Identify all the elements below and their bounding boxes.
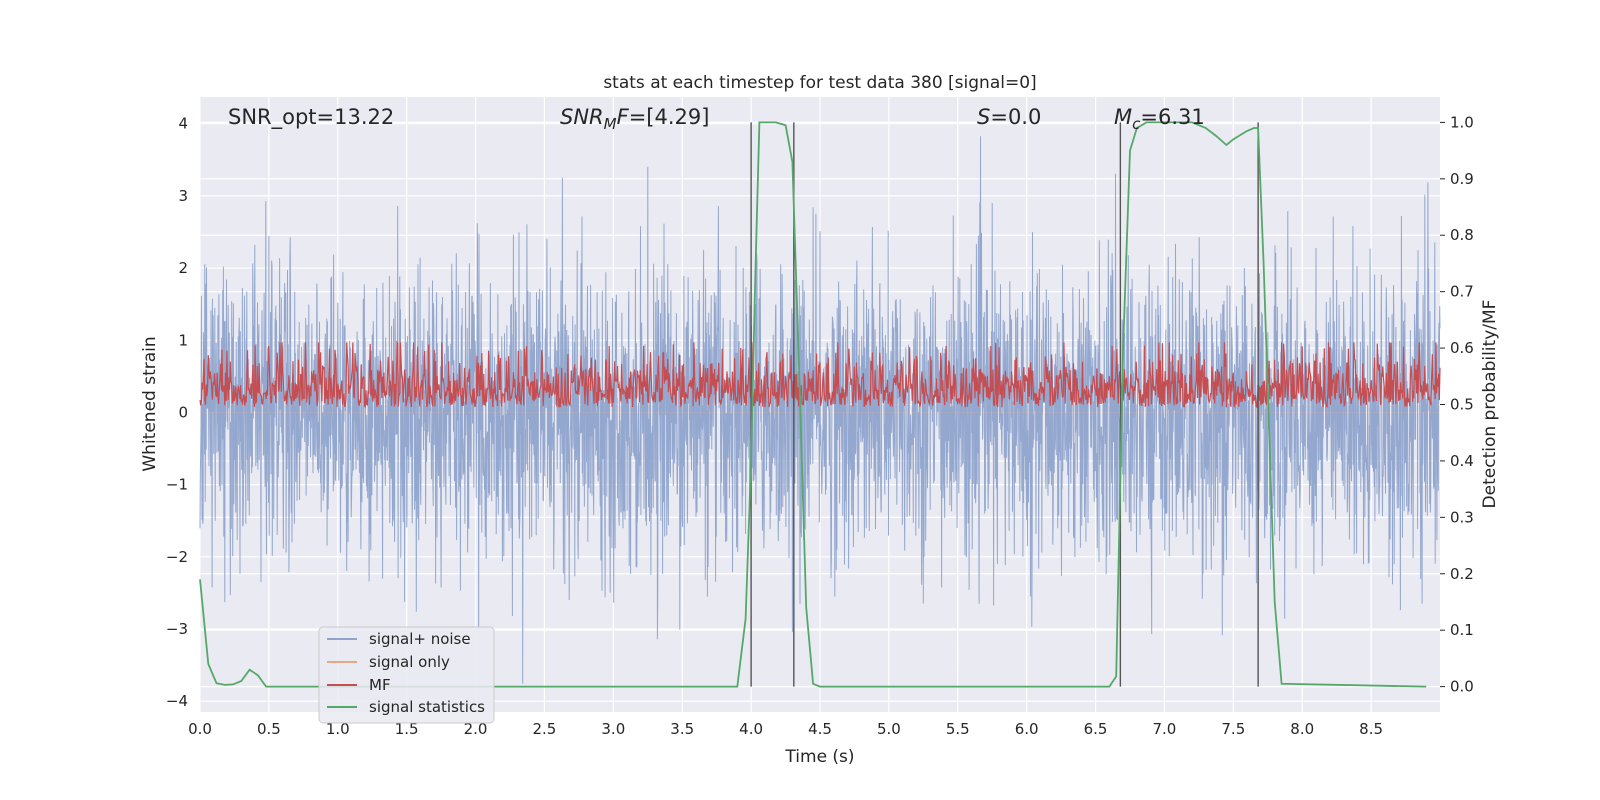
legend-label-mf: MF <box>369 676 391 694</box>
legend-label-signal-only: signal only <box>369 653 450 671</box>
x-tick-label: 4.0 <box>739 720 763 738</box>
y-tick-labels-right: 1.0 0.9 0.8 0.7 0.6 0.5 0.4 0.3 0.2 0.1 0.0 <box>1440 113 1474 696</box>
x-tick-labels: 0.0 0.5 1.0 1.5 2.0 2.5 3.0 3.5 4.0 4.5 5.0 5.5 6.0 6… <box>188 720 1383 738</box>
y-tick-label-right: 0.4 <box>1450 452 1474 470</box>
annotation-snr-opt: SNR_opt=13.22 <box>228 105 394 130</box>
line-mf <box>199 340 1441 409</box>
legend-label-signal-statistics: signal statistics <box>369 698 485 716</box>
annotation-s: S=0.0 <box>977 105 1041 129</box>
x-tick-label: 0.5 <box>257 720 281 738</box>
annotation-snr-mf: SNRMF=[4.29] <box>560 105 709 133</box>
legend: signal+ noise signal only MF signal stat… <box>318 626 495 724</box>
series-signal-noise <box>199 136 1441 684</box>
x-tick-label: 1.0 <box>326 720 350 738</box>
y-tick-label: 2 <box>178 259 188 277</box>
y-axis-label-right: Detection probability/MF <box>1480 300 1500 509</box>
x-tick-label: 8.0 <box>1290 720 1314 738</box>
y-tick-label-right: 0.8 <box>1450 226 1474 244</box>
y-tick-label: 1 <box>178 331 188 349</box>
line-signal-statistics <box>199 121 1427 688</box>
series-signal-statistics <box>199 121 1427 688</box>
y-tick-label-right: 0.1 <box>1450 621 1474 639</box>
series-mf <box>199 340 1441 409</box>
y-tick-label-right: 0.3 <box>1450 508 1474 526</box>
x-tick-label: 3.5 <box>670 720 694 738</box>
y-tick-label: −2 <box>166 548 188 566</box>
annotation-mc: Mc=6.31 <box>1114 105 1205 133</box>
y-tick-label: −4 <box>166 692 188 710</box>
x-tick-label: 7.0 <box>1153 720 1177 738</box>
y-tick-label-right: 0.2 <box>1450 565 1474 583</box>
y-tick-label-right: 0.7 <box>1450 283 1474 301</box>
x-tick-label: 2.5 <box>533 720 557 738</box>
y-tick-label: 3 <box>178 187 188 205</box>
x-tick-label: 2.0 <box>464 720 488 738</box>
y-tick-label: −1 <box>166 476 188 494</box>
y-axis-label-left: Whitened strain <box>140 336 160 471</box>
y-tick-label-right: 0.6 <box>1450 339 1474 357</box>
line-signal-noise <box>199 136 1441 684</box>
x-tick-label: 8.5 <box>1359 720 1383 738</box>
legend-label-signal-noise: signal+ noise <box>369 630 471 648</box>
y-tick-label-right: 1.0 <box>1450 113 1474 131</box>
y-tick-label-right: 0.5 <box>1450 396 1474 414</box>
y-tick-label: −3 <box>166 620 188 638</box>
x-tick-label: 4.5 <box>808 720 832 738</box>
x-axis-label: Time (s) <box>784 747 854 767</box>
x-tick-label: 5.5 <box>946 720 970 738</box>
y-tick-labels-left: 4 3 2 1 0 −1 −2 −3 −4 <box>166 115 188 710</box>
legend-box <box>318 626 495 724</box>
x-tick-label: 6.0 <box>1015 720 1039 738</box>
x-tick-label: 3.0 <box>601 720 625 738</box>
x-tick-label: 5.0 <box>877 720 901 738</box>
x-tick-label: 6.5 <box>1084 720 1108 738</box>
x-tick-label: 0.0 <box>188 720 212 738</box>
y-tick-label: 0 <box>178 403 188 421</box>
y-tick-label: 4 <box>178 115 188 133</box>
y-tick-label-right: 0.0 <box>1450 678 1474 696</box>
x-tick-label: 7.5 <box>1221 720 1245 738</box>
x-tick-label: 1.5 <box>395 720 419 738</box>
chart-title: stats at each timestep for test data 380… <box>603 73 1036 93</box>
y-tick-label-right: 0.9 <box>1450 170 1474 188</box>
